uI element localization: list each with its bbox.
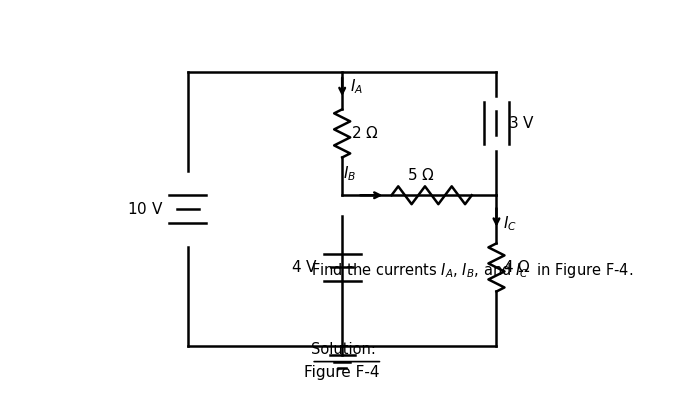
Text: Solution:: Solution: bbox=[311, 342, 376, 357]
Text: $2\ \Omega$: $2\ \Omega$ bbox=[351, 125, 379, 141]
Text: $4\ \Omega$: $4\ \Omega$ bbox=[503, 260, 530, 275]
Text: $10\ \mathrm{V}$: $10\ \mathrm{V}$ bbox=[127, 201, 163, 217]
Text: $I_C$: $I_C$ bbox=[503, 214, 516, 233]
Text: Find the currents $I_A$, $I_B$, and $I_C$  in Figure F-4.: Find the currents $I_A$, $I_B$, and $I_C… bbox=[311, 261, 633, 280]
Text: $3\ \mathrm{V}$: $3\ \mathrm{V}$ bbox=[507, 115, 535, 131]
Text: Figure F-4: Figure F-4 bbox=[304, 365, 380, 380]
Text: $I_A$: $I_A$ bbox=[349, 77, 362, 96]
Text: $5\ \Omega$: $5\ \Omega$ bbox=[407, 167, 434, 183]
Text: $4\ \mathrm{V}$: $4\ \mathrm{V}$ bbox=[291, 260, 317, 275]
Text: $I_B$: $I_B$ bbox=[343, 164, 357, 183]
